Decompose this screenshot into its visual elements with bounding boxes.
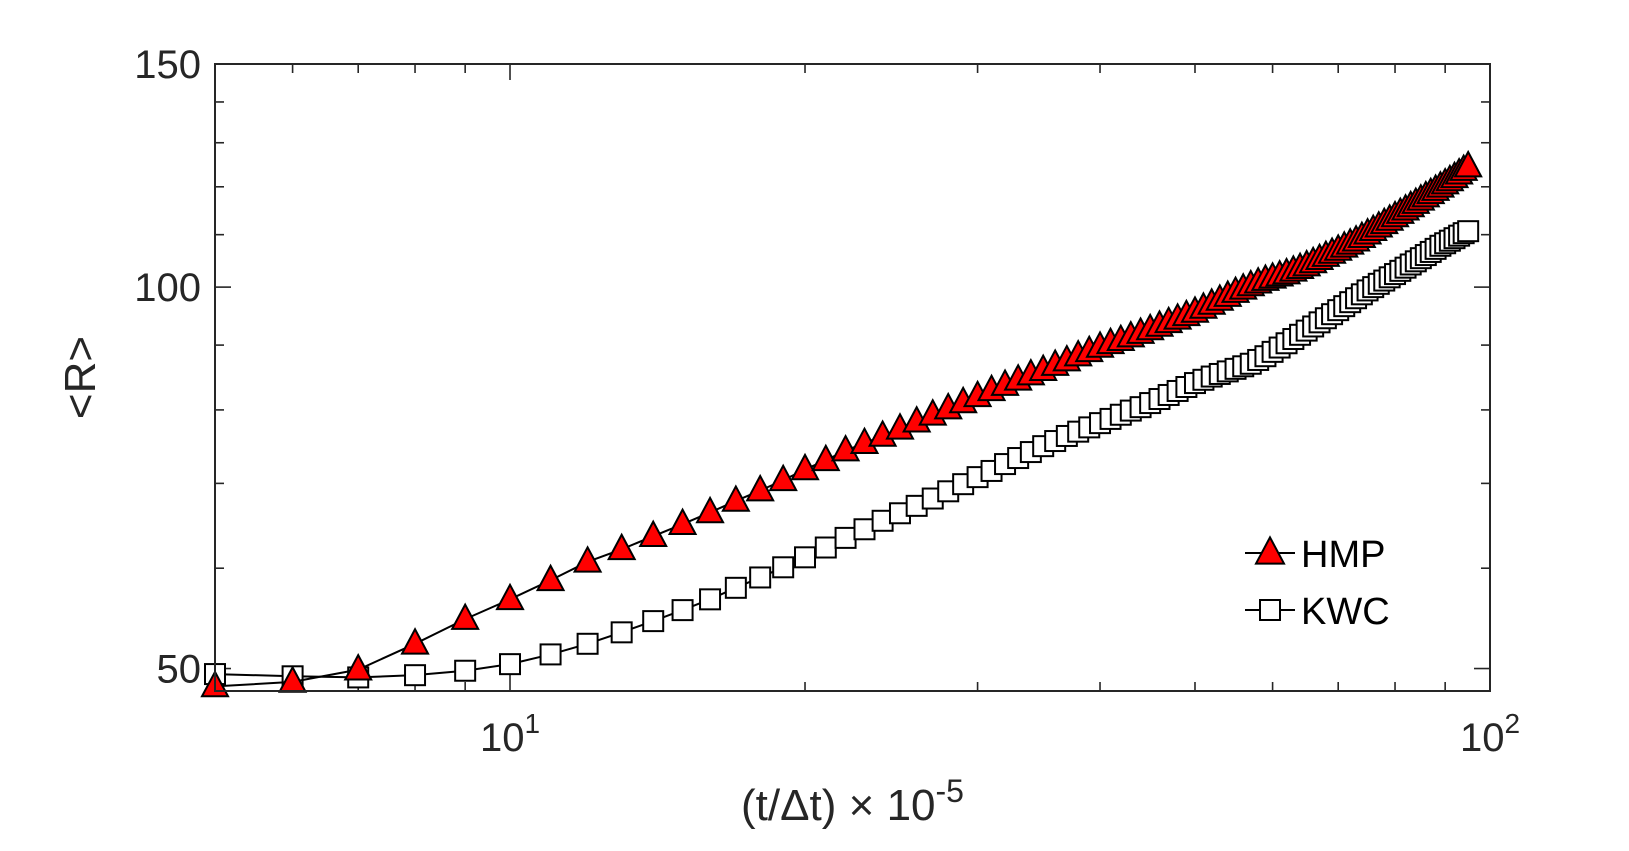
data-point-hmp [721,484,751,512]
data-point-kwc [1457,220,1480,243]
data-point-hmp [400,627,430,655]
data-point-kwc [454,659,477,682]
x-tick-label: 102 [1460,708,1520,760]
data-point-kwc [749,566,772,589]
legend-item-hmp: HMP [1245,534,1385,576]
data-point-hmp [572,545,603,573]
data-point-hmp [638,519,668,547]
x-axis-title: (t/Δt) × 10-5 [741,773,964,830]
legend-label: KWC [1301,591,1390,633]
data-point-kwc [610,621,633,644]
legend-item-kwc: KWC [1245,591,1390,633]
legend-marker [1254,535,1286,565]
data-point-kwc [671,599,694,622]
series-hmp [200,149,1483,698]
data-point-kwc [499,653,522,676]
data-point-kwc [814,536,837,559]
data-point-kwc [699,588,722,611]
legend: HMP KWC [1245,534,1390,633]
data-point-hmp [535,563,566,592]
data-point-kwc [853,518,876,541]
tick-labels: 101 102 50 100 150 [134,43,1520,760]
data-point-kwc [404,664,427,687]
data-point-kwc [539,643,562,666]
data-point-hmp [667,507,698,535]
axes-frame [214,63,1491,692]
data-point-kwc [834,526,857,549]
series-kwc [204,220,1480,689]
data-point-hmp [495,582,525,611]
data-point-kwc [576,632,599,655]
y-tick-label: 50 [157,648,202,692]
y-tick-label: 100 [134,266,201,310]
data-point-kwc [724,576,747,599]
y-axis-title: <R> [56,336,105,419]
legend-label: HMP [1301,534,1385,576]
data-point-hmp [745,473,775,502]
data-point-hmp [607,532,637,561]
data-point-kwc [642,610,665,633]
data-point-kwc [772,556,795,579]
data-point-hmp [790,452,820,481]
data-point-hmp [849,426,880,455]
axis-ticks [214,63,1491,691]
legend-marker [1259,599,1281,621]
data-point-hmp [695,495,725,524]
x-tick-label: 101 [480,708,540,760]
data-point-kwc [794,546,817,569]
y-tick-label: 150 [134,43,201,87]
plot-area [200,149,1483,698]
data-point-hmp [343,653,373,681]
data-point-hmp [450,602,480,630]
data-point-hmp [1453,149,1483,178]
data-point-hmp [811,443,841,472]
data-point-hmp [768,463,798,492]
data-point-hmp [830,433,861,462]
